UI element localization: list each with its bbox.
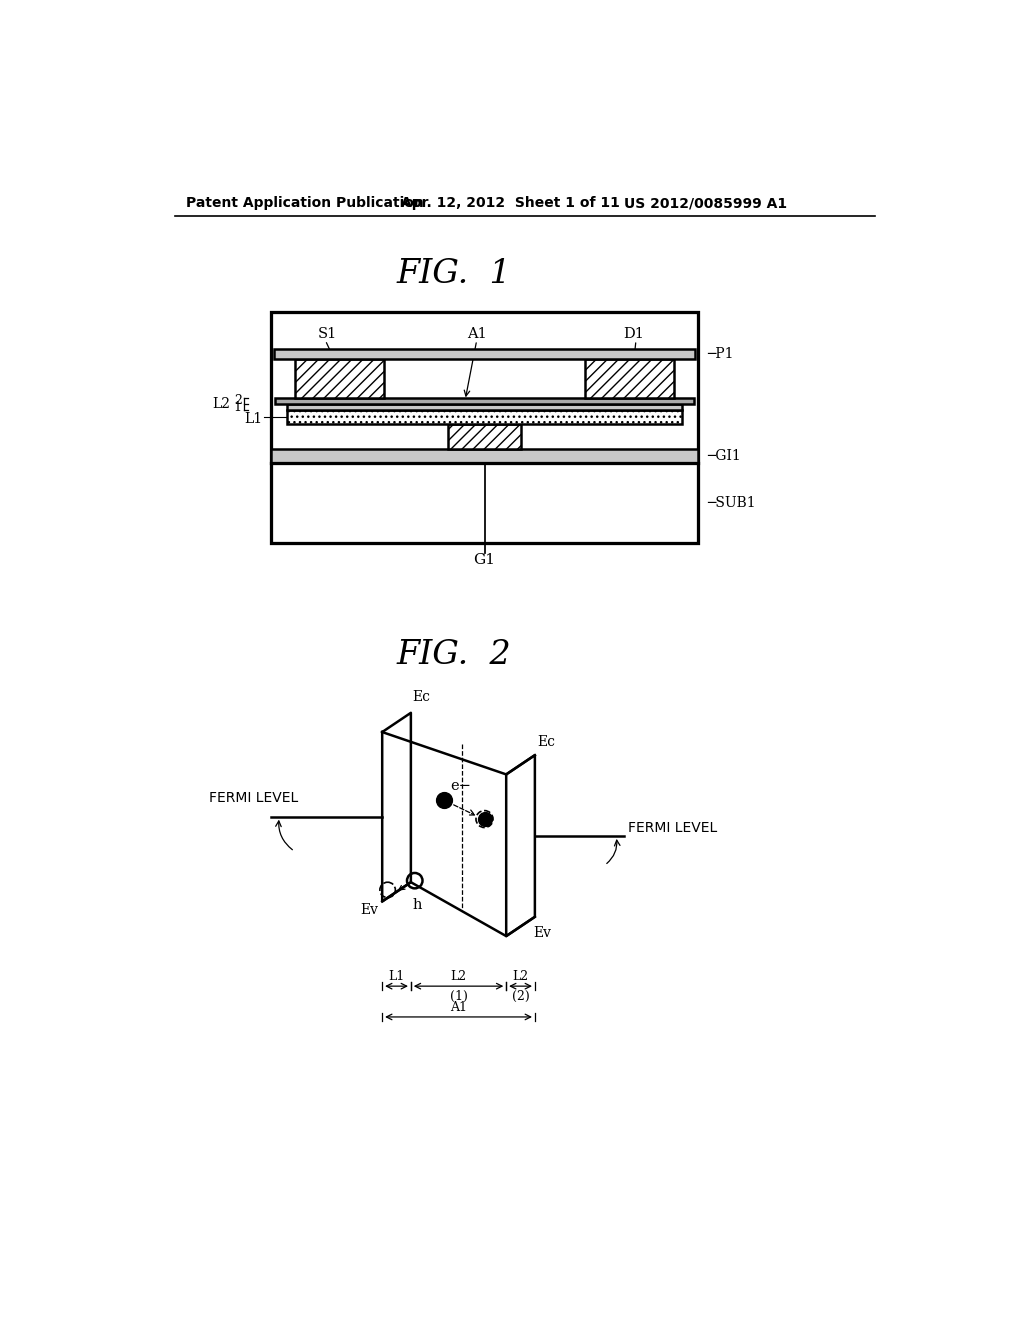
Text: (1): (1) (450, 990, 468, 1003)
Text: S1: S1 (317, 327, 337, 341)
Text: ─GI1: ─GI1 (707, 449, 740, 462)
Text: D1: D1 (624, 327, 644, 341)
Bar (287, 404, 682, 411)
Polygon shape (382, 713, 411, 902)
Text: FERMI LEVEL: FERMI LEVEL (628, 821, 717, 836)
Text: 2: 2 (234, 395, 242, 408)
Text: US 2012/0085999 A1: US 2012/0085999 A1 (624, 197, 787, 210)
Bar (271, 449, 697, 462)
Text: Ec: Ec (413, 689, 430, 704)
Text: A1: A1 (467, 327, 486, 341)
Text: Ev: Ev (534, 927, 551, 940)
Bar (295, 359, 384, 397)
Text: Patent Application Publication: Patent Application Publication (186, 197, 424, 210)
Text: FERMI LEVEL: FERMI LEVEL (209, 791, 299, 804)
Bar (586, 359, 675, 397)
Text: ─SUB1: ─SUB1 (707, 496, 756, 510)
Text: L2: L2 (212, 397, 230, 411)
Text: (2): (2) (512, 990, 529, 1003)
Bar (275, 397, 693, 404)
Point (476, 808, 493, 830)
Text: Ec: Ec (538, 735, 555, 748)
Text: h: h (413, 898, 422, 912)
Point (436, 789, 453, 810)
Text: A1: A1 (450, 1001, 467, 1014)
Text: L2: L2 (512, 970, 528, 983)
Bar (271, 313, 697, 544)
Text: Apr. 12, 2012  Sheet 1 of 11: Apr. 12, 2012 Sheet 1 of 11 (400, 197, 620, 210)
Polygon shape (506, 755, 535, 936)
Text: 1: 1 (233, 400, 242, 413)
Text: ─P1: ─P1 (707, 347, 733, 360)
Text: L1: L1 (244, 412, 262, 425)
Text: L1: L1 (388, 970, 404, 983)
Text: FIG.  2: FIG. 2 (396, 639, 511, 671)
Bar (273, 348, 695, 359)
Text: L2: L2 (451, 970, 467, 983)
Text: Ev: Ev (360, 903, 378, 917)
Bar (287, 411, 682, 424)
Text: e−: e− (451, 779, 471, 793)
Text: FIG.  1: FIG. 1 (396, 257, 511, 290)
Bar (447, 424, 521, 449)
Text: G1: G1 (473, 553, 496, 568)
